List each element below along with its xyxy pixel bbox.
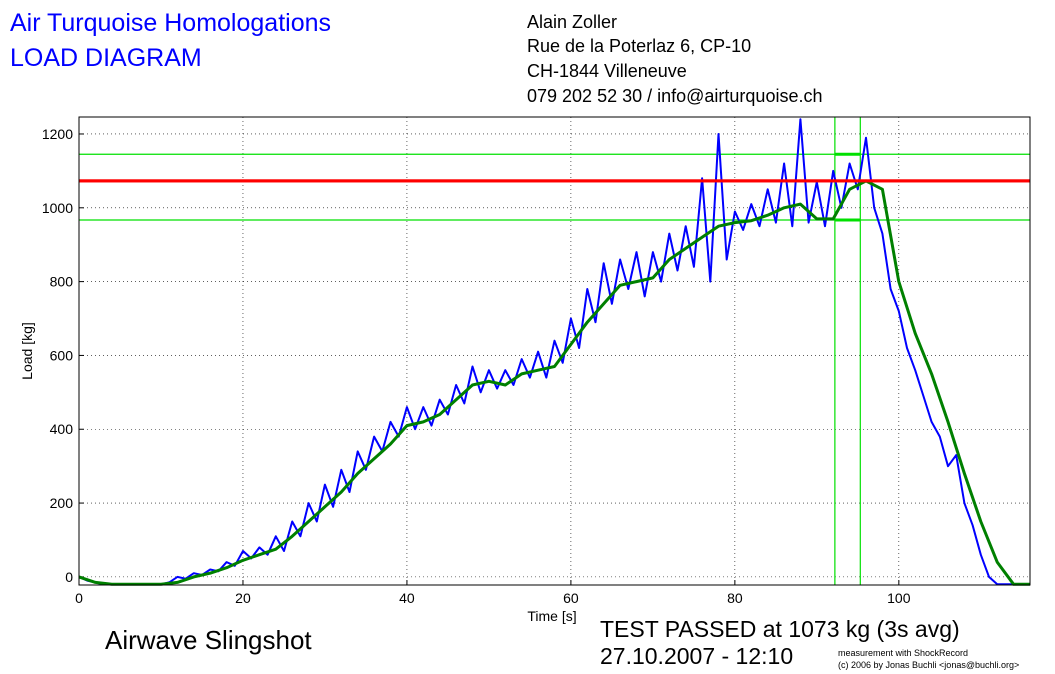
y-tick-label: 600 xyxy=(50,347,74,363)
x-tick-label: 20 xyxy=(235,590,251,606)
y-axis-label: Load [kg] xyxy=(19,322,35,380)
y-tick-label: 800 xyxy=(50,274,74,290)
plot-background xyxy=(79,117,1030,585)
y-tick-label: 0 xyxy=(65,569,73,585)
x-tick-label: 80 xyxy=(727,590,743,606)
y-tick-label: 200 xyxy=(50,495,74,511)
y-tick-label: 1200 xyxy=(42,126,73,142)
x-tick-label: 100 xyxy=(887,590,911,606)
series-line xyxy=(78,179,1030,586)
y-tick-label: 400 xyxy=(50,421,74,437)
result: TEST PASSED at 1073 kg (3s avg) xyxy=(600,616,960,642)
credits: measurement with ShockRecord xyxy=(838,648,968,658)
credits: (c) 2006 by Jonas Buchli <jonas@buchli.o… xyxy=(838,660,1019,670)
glider-name: Airwave Slingshot xyxy=(105,625,312,655)
x-tick-label: 40 xyxy=(399,590,415,606)
title: Air Turquoise Homologations xyxy=(10,9,331,37)
y-tick-label: 1000 xyxy=(42,200,73,216)
address: Alain Zoller xyxy=(527,12,617,32)
title: LOAD DIAGRAM xyxy=(10,44,202,72)
address: CH-1844 Villeneuve xyxy=(527,61,687,81)
x-axis-label: Time [s] xyxy=(527,608,576,624)
x-tick-label: 0 xyxy=(75,590,83,606)
plot-frame xyxy=(78,116,1031,586)
x-tick-label: 60 xyxy=(563,590,579,606)
address: 079 202 52 30 / info@airturquoise.ch xyxy=(527,86,822,106)
result-date: 27.10.2007 - 12:10 xyxy=(600,643,793,669)
address: Rue de la Poterlaz 6, CP-10 xyxy=(527,36,751,56)
